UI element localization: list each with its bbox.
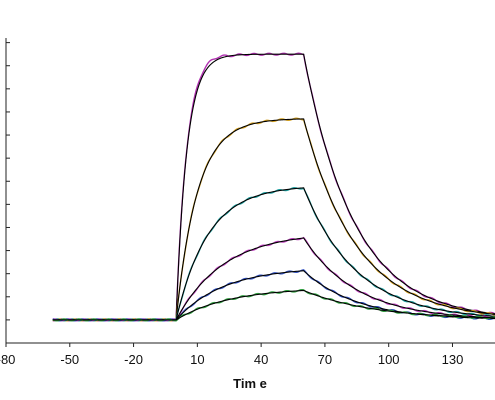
curves-layer (52, 52, 495, 322)
x-ticks: -80 -50 -20 10 40 70 100 130 (0, 343, 463, 367)
x-tick-label-1: -50 (60, 352, 79, 367)
y-ticks (6, 42, 10, 344)
x-tick-label-7: 130 (442, 352, 464, 367)
x-axis-title: Tim e (233, 376, 267, 391)
x-tick-label-2: -20 (124, 352, 143, 367)
data-series-3 (52, 236, 495, 322)
data-series-0 (52, 52, 495, 322)
x-tick-label-4: 40 (254, 352, 268, 367)
data-series-1 (52, 117, 495, 322)
x-tick-label-6: 100 (378, 352, 400, 367)
x-tick-label-3: 10 (190, 352, 204, 367)
x-tick-label-5: 70 (318, 352, 332, 367)
data-series-4 (52, 269, 495, 322)
x-tick-label-0: -80 (0, 352, 15, 367)
fit-series-1 (52, 118, 495, 321)
fit-series-0 (52, 53, 495, 321)
data-series-5 (52, 288, 495, 322)
fit-series-5 (52, 289, 495, 321)
